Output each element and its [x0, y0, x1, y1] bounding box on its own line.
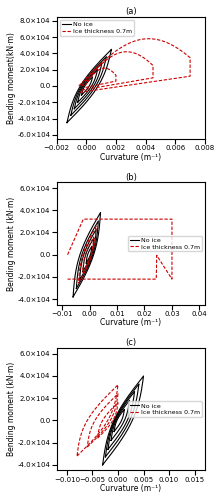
Ice thickness 0.7m: [96, 435, 99, 441]
X-axis label: Curvature (m⁻¹): Curvature (m⁻¹): [100, 152, 161, 162]
Ice thickness 0.7m: [168, 76, 170, 82]
No ice: [81, 89, 83, 95]
Ice thickness 0.7m: [92, 216, 95, 222]
X-axis label: Curvature (m⁻¹): Curvature (m⁻¹): [100, 318, 161, 328]
Y-axis label: Bending moment(kN·m): Bending moment(kN·m): [7, 32, 16, 124]
Title: (b): (b): [125, 172, 137, 182]
Line: Ice thickness 0.7m: Ice thickness 0.7m: [79, 38, 190, 92]
No ice: [113, 428, 116, 434]
Y-axis label: Bending moment (kN·m): Bending moment (kN·m): [7, 196, 16, 290]
No ice: [88, 78, 90, 84]
Title: (c): (c): [125, 338, 136, 347]
Ice thickness 0.7m: [122, 276, 125, 282]
Ice thickness 0.7m: [123, 276, 126, 282]
Ice thickness 0.7m: [117, 400, 119, 406]
No ice: [88, 247, 91, 253]
No ice: [120, 410, 123, 416]
Ice thickness 0.7m: [96, 435, 99, 441]
No ice: [85, 260, 88, 266]
No ice: [113, 424, 116, 430]
Line: No ice: No ice: [81, 77, 93, 95]
No ice: [113, 428, 115, 434]
Ice thickness 0.7m: [110, 406, 113, 412]
No ice: [90, 243, 93, 249]
No ice: [88, 78, 91, 84]
Ice thickness 0.7m: [135, 216, 138, 222]
Ice thickness 0.7m: [167, 76, 170, 82]
Ice thickness 0.7m: [143, 276, 145, 282]
Ice thickness 0.7m: [98, 86, 100, 92]
Ice thickness 0.7m: [78, 82, 81, 88]
Ice thickness 0.7m: [77, 83, 80, 89]
Ice thickness 0.7m: [77, 90, 80, 96]
Ice thickness 0.7m: [150, 216, 152, 222]
X-axis label: Curvature (m⁻¹): Curvature (m⁻¹): [100, 484, 161, 493]
No ice: [89, 246, 91, 252]
Line: No ice: No ice: [114, 410, 124, 432]
No ice: [91, 74, 94, 80]
Ice thickness 0.7m: [110, 406, 112, 412]
No ice: [119, 412, 122, 418]
No ice: [80, 92, 83, 98]
Y-axis label: Bending moment (kN·m): Bending moment (kN·m): [7, 362, 16, 456]
Legend: No ice, Ice thickness 0.7m: No ice, Ice thickness 0.7m: [128, 402, 202, 417]
Ice thickness 0.7m: [82, 216, 85, 222]
Line: Ice thickness 0.7m: Ice thickness 0.7m: [67, 219, 172, 279]
No ice: [87, 78, 90, 84]
Ice thickness 0.7m: [163, 77, 166, 83]
No ice: [80, 92, 83, 98]
Line: No ice: No ice: [86, 246, 92, 263]
No ice: [85, 257, 88, 263]
Ice thickness 0.7m: [66, 252, 69, 258]
No ice: [113, 428, 115, 434]
No ice: [82, 86, 84, 92]
Title: (a): (a): [125, 7, 137, 16]
Legend: No ice, Ice thickness 0.7m: No ice, Ice thickness 0.7m: [60, 20, 134, 36]
Ice thickness 0.7m: [112, 84, 115, 90]
No ice: [89, 246, 91, 252]
Line: Ice thickness 0.7m: Ice thickness 0.7m: [97, 402, 118, 438]
No ice: [85, 255, 88, 261]
Ice thickness 0.7m: [98, 424, 101, 430]
No ice: [120, 410, 122, 416]
Ice thickness 0.7m: [171, 276, 173, 282]
No ice: [114, 422, 117, 428]
Legend: No ice, Ice thickness 0.7m: No ice, Ice thickness 0.7m: [128, 236, 202, 252]
Ice thickness 0.7m: [148, 36, 150, 42]
No ice: [80, 92, 83, 98]
No ice: [123, 406, 126, 412]
Ice thickness 0.7m: [66, 276, 69, 282]
No ice: [85, 260, 88, 266]
Ice thickness 0.7m: [96, 435, 99, 441]
Ice thickness 0.7m: [109, 408, 111, 414]
No ice: [85, 260, 88, 266]
Ice thickness 0.7m: [97, 429, 100, 435]
